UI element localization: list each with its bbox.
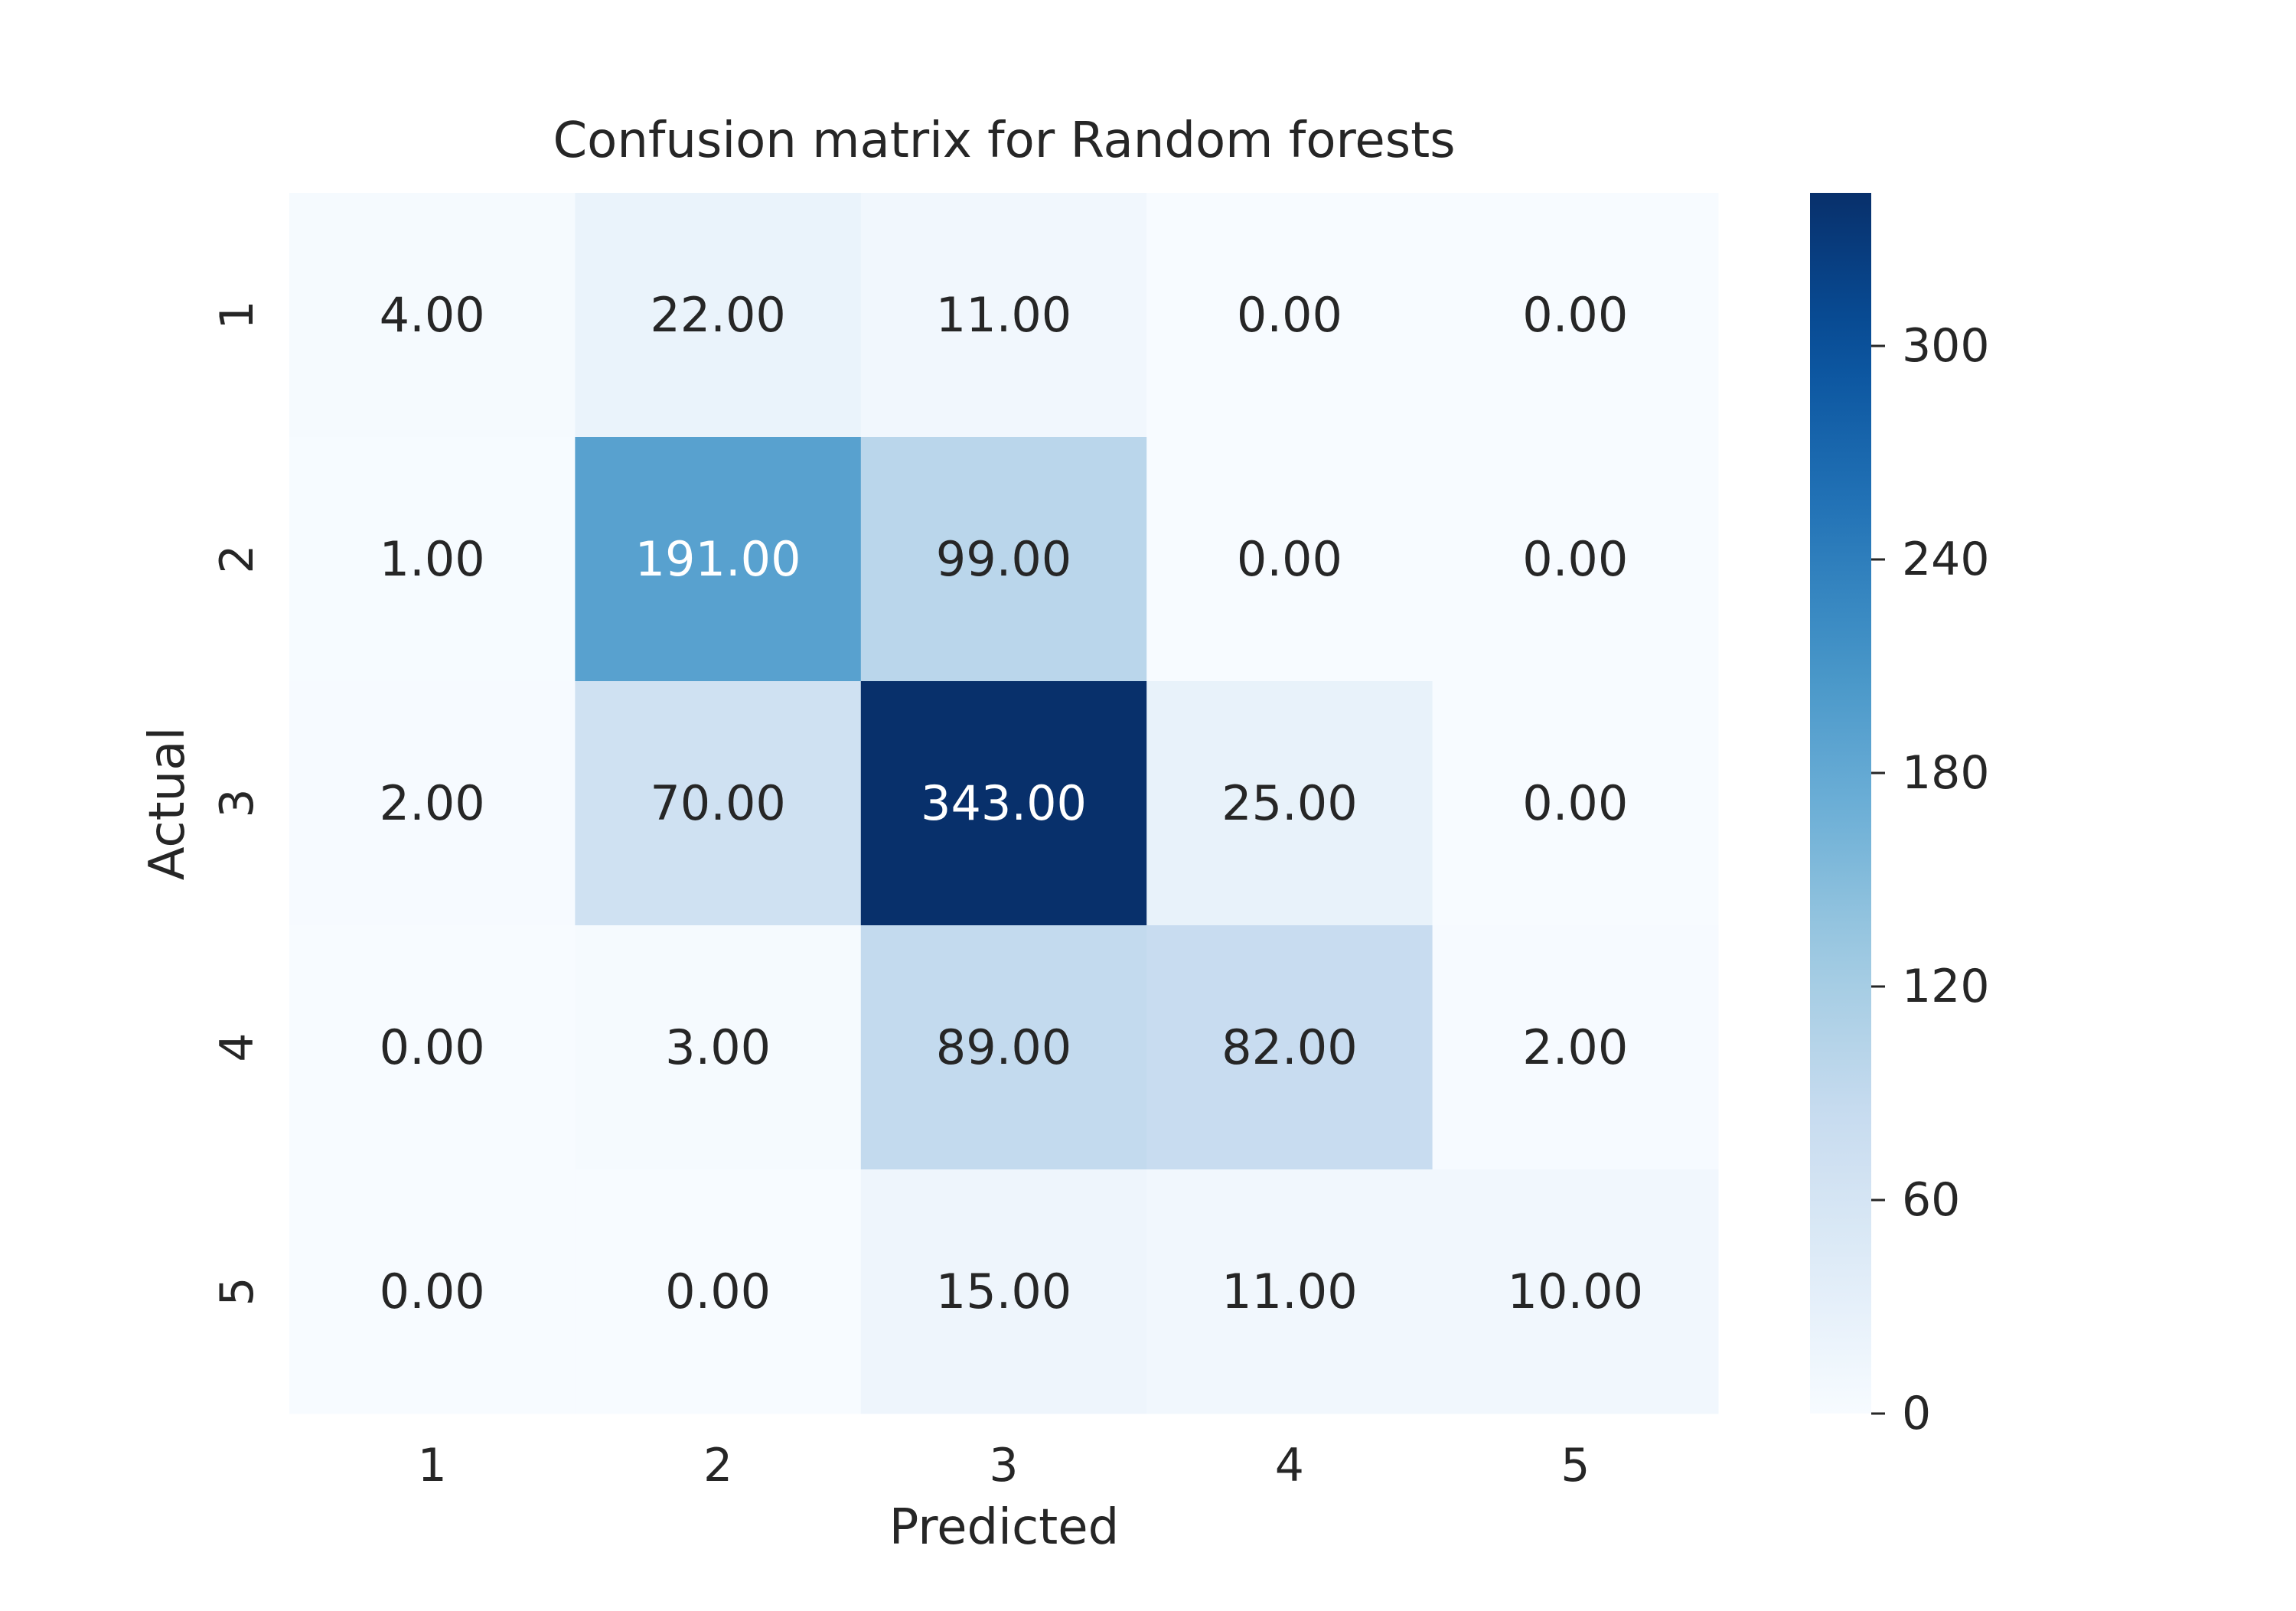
heatmap-cell-r2-c4 [1146, 437, 1433, 682]
x-tick-label-5: 5 [1561, 1439, 1590, 1492]
y-axis-label: Actual [139, 727, 196, 881]
x-tick-labels: 1 2 3 4 5 [418, 1439, 1590, 1492]
heatmap-cell-r1-c1 [289, 193, 576, 438]
heatmap-cell-r1-c3 [860, 193, 1147, 438]
heatmap-cell-labels: 4.00 22.00 11.00 0.00 0.00 1.00 191.00 99.00 0.0… [380, 287, 1643, 1319]
y-tick-label-5: 5 [210, 1277, 264, 1306]
cell-value-r2-c1: 1.00 [380, 531, 485, 587]
heatmap-cell-r3-c2 [575, 681, 862, 926]
heatmap-cell-r3-c1 [289, 681, 576, 926]
colorbar [1810, 193, 1871, 1414]
cell-value-r2-c4: 0.00 [1237, 531, 1342, 587]
colorbar-tick-label-300: 300 [1902, 319, 1990, 373]
heatmap-cell-r4-c5 [1432, 925, 1719, 1170]
cell-value-r4-c3: 89.00 [936, 1019, 1072, 1075]
y-tick-label-3: 3 [210, 788, 264, 817]
cell-value-r3-c1: 2.00 [380, 775, 485, 831]
heatmap-cell-r5-c4 [1146, 1169, 1433, 1414]
x-tick-label-1: 1 [418, 1439, 447, 1492]
cell-value-r1-c1: 4.00 [380, 287, 485, 343]
cell-value-r5-c2: 0.00 [665, 1264, 771, 1319]
cell-value-r4-c1: 0.00 [380, 1019, 485, 1075]
cell-value-r3-c3: 343.00 [921, 775, 1087, 831]
cell-value-r1-c4: 0.00 [1237, 287, 1342, 343]
cell-value-r5-c5: 10.00 [1508, 1264, 1644, 1319]
cell-value-r1-c3: 11.00 [936, 287, 1072, 343]
heatmap-cell-r3-c4 [1146, 681, 1433, 926]
heatmap-cell-r2-c3 [860, 437, 1147, 682]
heatmap-cell-r4-c4 [1146, 925, 1433, 1170]
x-tick-label-4: 4 [1275, 1439, 1304, 1492]
cell-value-r3-c5: 0.00 [1522, 775, 1628, 831]
heatmap-cell-r2-c1 [289, 437, 576, 682]
x-tick-label-2: 2 [703, 1439, 732, 1492]
cell-value-r2-c3: 99.00 [936, 531, 1072, 587]
cell-value-r2-c5: 0.00 [1522, 531, 1628, 587]
heatmap-cells [289, 193, 1719, 1414]
cell-value-r4-c2: 3.00 [665, 1019, 771, 1075]
cell-value-r5-c3: 15.00 [936, 1264, 1072, 1319]
colorbar-tick-label-0: 0 [1902, 1387, 1931, 1440]
colorbar-tick-label-120: 120 [1902, 960, 1990, 1013]
y-tick-label-2: 2 [210, 544, 264, 573]
x-tick-label-3: 3 [989, 1439, 1018, 1492]
cell-value-r2-c2: 191.00 [635, 531, 801, 587]
cell-value-r5-c4: 11.00 [1221, 1264, 1358, 1319]
x-axis-label: Predicted [889, 1499, 1119, 1556]
cell-value-r3-c2: 70.00 [650, 775, 786, 831]
cell-value-r5-c1: 0.00 [380, 1264, 485, 1319]
heatmap-cell-r4-c2 [575, 925, 862, 1170]
cell-value-r3-c4: 25.00 [1221, 775, 1358, 831]
cell-value-r4-c5: 2.00 [1522, 1019, 1628, 1075]
heatmap-cell-r1-c4 [1146, 193, 1433, 438]
cell-value-r4-c4: 82.00 [1221, 1019, 1358, 1075]
y-tick-label-1: 1 [210, 300, 264, 329]
colorbar-tick-label-240: 240 [1902, 533, 1990, 586]
heatmap-cell-r1-c5 [1432, 193, 1719, 438]
heatmap-cell-r4-c3 [860, 925, 1147, 1170]
heatmap-cell-r3-c5 [1432, 681, 1719, 926]
heatmap-cell-r3-c3 [860, 681, 1147, 926]
heatmap-cell-r5-c3 [860, 1169, 1147, 1414]
heatmap-cell-r5-c5 [1432, 1169, 1719, 1414]
heatmap-cell-r5-c2 [575, 1169, 862, 1414]
heatmap-cell-r4-c1 [289, 925, 576, 1170]
heatmap-cell-r5-c1 [289, 1169, 576, 1414]
cell-value-r1-c2: 22.00 [650, 287, 786, 343]
chart-title: Confusion matrix for Random forests [553, 113, 1455, 169]
colorbar-tick-label-180: 180 [1902, 746, 1990, 800]
heatmap-cell-r1-c2 [575, 193, 862, 438]
colorbar-ticks: 0 60 120 180 240 300 [1871, 319, 1990, 1440]
heatmap-cell-r2-c2 [575, 437, 862, 682]
colorbar-tick-label-60: 60 [1902, 1173, 1960, 1227]
cell-value-r1-c5: 0.00 [1522, 287, 1628, 343]
heatmap-cell-r2-c5 [1432, 437, 1719, 682]
y-tick-label-4: 4 [210, 1032, 264, 1061]
y-tick-labels: 1 2 3 4 5 [210, 300, 264, 1306]
